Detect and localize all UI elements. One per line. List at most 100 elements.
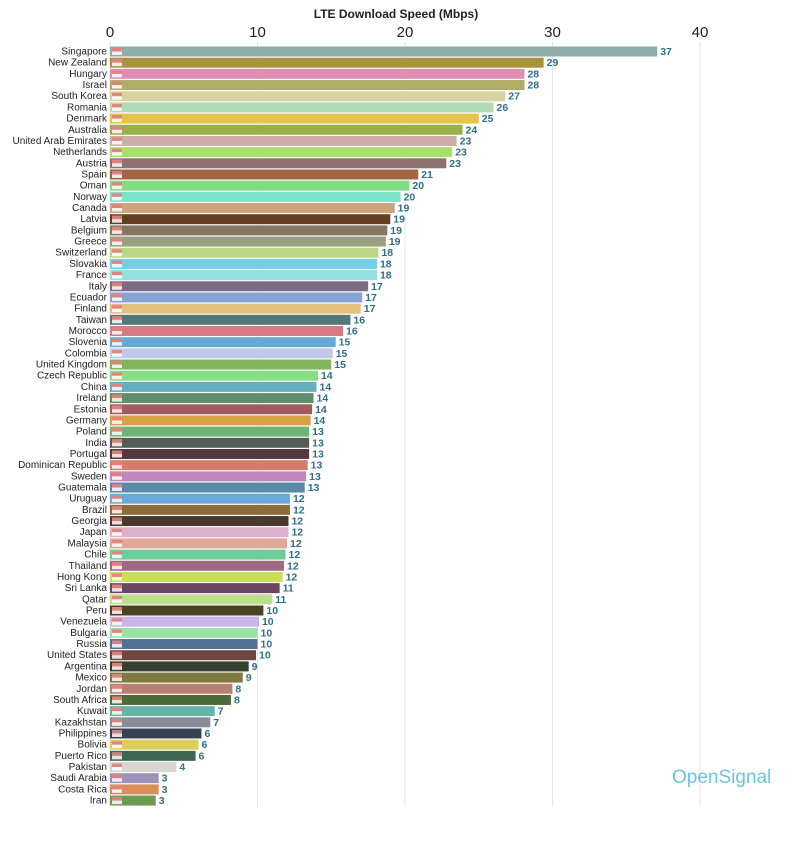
x-tick-label: 10 — [249, 24, 266, 41]
category-label: Slovenia — [69, 337, 108, 348]
bar — [110, 270, 377, 281]
bar — [110, 460, 308, 471]
category-label: South Korea — [51, 91, 107, 102]
data-label: 12 — [293, 504, 305, 516]
bar-row: New Zealand 29 — [48, 57, 558, 69]
chart-title: LTE Download Speed (Mbps) — [314, 7, 478, 21]
data-label: 12 — [287, 560, 299, 572]
x-tick-label: 0 — [106, 24, 114, 41]
bar-row: Venezuela 10 — [60, 616, 274, 628]
category-label: Bolivia — [78, 740, 108, 751]
bar-row: Oman 20 — [80, 180, 424, 192]
flag-icon — [112, 48, 122, 55]
bar-row: Philippines 6 — [59, 728, 211, 740]
data-label: 14 — [315, 404, 327, 416]
bar-row: France 18 — [76, 270, 392, 282]
data-label: 24 — [466, 124, 478, 136]
bar-row: Norway 20 — [73, 191, 415, 203]
flag-icon — [112, 204, 122, 212]
bar-row: Bolivia 6 — [78, 739, 208, 751]
category-label: Estonia — [74, 404, 108, 415]
bar — [110, 706, 215, 717]
data-label: 10 — [261, 639, 273, 651]
bar — [110, 415, 311, 426]
bar — [110, 571, 283, 582]
data-label: 6 — [199, 750, 205, 762]
flag-icon — [112, 439, 122, 447]
bar — [110, 236, 386, 247]
bar — [110, 594, 273, 605]
category-label: Dominican Republic — [18, 460, 107, 471]
bar-row: Russia 10 — [76, 639, 272, 651]
bar-row: Slovakia 18 — [69, 258, 392, 270]
bar-row: Costa Rica 3 — [58, 784, 168, 796]
category-label: Iran — [90, 796, 107, 807]
category-label: Singapore — [61, 47, 107, 58]
flag-icon — [112, 472, 122, 480]
flag-icon — [112, 640, 122, 648]
category-label: Guatemala — [58, 483, 107, 494]
bar-row: China 14 — [81, 381, 331, 393]
category-label: United Kingdom — [36, 360, 107, 371]
flag-icon — [112, 115, 122, 123]
bar-row: Colombia 15 — [65, 348, 348, 360]
flag-icon — [112, 797, 122, 805]
data-label: 16 — [353, 314, 365, 326]
category-label: Israel — [83, 80, 107, 91]
bar — [110, 404, 313, 415]
flag-icon — [112, 741, 122, 749]
category-label: Brazil — [82, 505, 107, 516]
data-label: 12 — [291, 516, 303, 528]
bar-row: Germany 14 — [66, 415, 326, 427]
data-label: 14 — [317, 393, 329, 405]
bar — [110, 370, 318, 381]
bar-row: Slovenia 15 — [69, 337, 351, 349]
bar-row: Mexico 9 — [75, 672, 251, 684]
data-label: 13 — [311, 460, 323, 472]
bar-row: South Africa 8 — [53, 694, 240, 706]
flag-icon — [112, 495, 122, 503]
data-label: 21 — [421, 169, 433, 181]
flag-icon — [112, 629, 122, 637]
category-label: Saudi Arabia — [50, 773, 107, 784]
flag-icon — [112, 696, 122, 704]
data-label: 15 — [336, 348, 348, 360]
bar — [110, 292, 363, 303]
category-label: Chile — [84, 550, 107, 561]
flag-icon — [112, 137, 122, 145]
bar-row: South Korea 27 — [51, 91, 520, 103]
bar-row: Peru 10 — [86, 605, 278, 617]
flag-icon — [112, 416, 122, 424]
category-label: India — [85, 438, 107, 449]
flag-icon — [112, 293, 122, 301]
data-label: 28 — [527, 68, 539, 80]
bar-row: Morocco 16 — [69, 326, 358, 338]
category-label: Peru — [86, 606, 107, 617]
bar-row: Sri Lanka 11 — [65, 583, 294, 595]
bar-row: Australia 24 — [68, 124, 477, 136]
category-label: Switzerland — [55, 248, 107, 259]
data-label: 11 — [283, 583, 294, 595]
category-label: Uruguay — [69, 494, 107, 505]
category-label: Czech Republic — [37, 371, 107, 382]
category-label: Kazakhstan — [55, 717, 107, 728]
flag-icon — [112, 271, 122, 279]
bar-row: Chile 12 — [84, 549, 300, 561]
flag-icon — [112, 729, 122, 737]
data-label: 10 — [261, 627, 273, 639]
flag-icon — [112, 170, 122, 178]
bar — [110, 750, 196, 761]
data-label: 15 — [334, 359, 346, 371]
bar-row: India 13 — [85, 437, 324, 449]
data-label: 6 — [204, 728, 210, 740]
flag-icon — [112, 573, 122, 581]
data-label: 37 — [660, 46, 672, 58]
category-label: Finland — [74, 304, 107, 315]
bar — [110, 337, 336, 348]
bar — [110, 683, 233, 694]
bar-row: Romania 26 — [67, 102, 508, 114]
flag-icon — [112, 282, 122, 290]
category-label: Malaysia — [68, 538, 108, 549]
data-label: 20 — [404, 191, 416, 203]
